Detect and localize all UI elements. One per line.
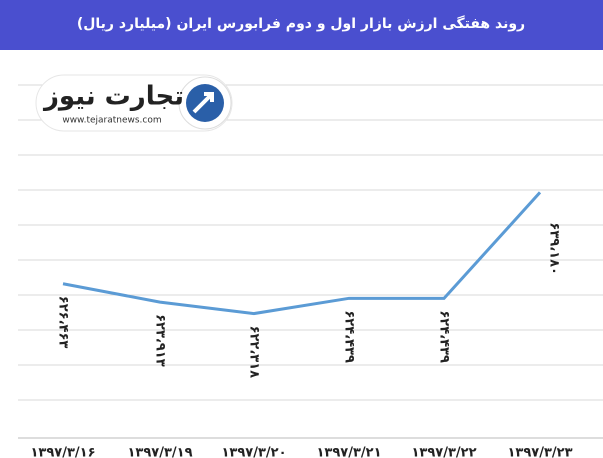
- data-label: ۶۳۹،۱۸۰: [547, 222, 562, 275]
- grid: [18, 84, 603, 439]
- line: [62, 191, 542, 316]
- header-band: [0, 0, 603, 50]
- x-tick-label: ۱۳۹۷/۳/۲۳: [507, 446, 572, 458]
- chart-title: روند هفتگی ارزش بازار اول و دوم فرابورس …: [77, 15, 525, 32]
- data-label: ۶۲۶،۴۶۳: [56, 296, 71, 349]
- logo-url: www.tejaratnews.com: [62, 116, 161, 126]
- x-tick-label: ۱۳۹۷/۳/۲۲: [411, 446, 476, 458]
- x-tick-label: ۱۳۹۷/۳/۲۰: [221, 446, 286, 458]
- x-tick-label: ۱۳۹۷/۳/۱۹: [127, 446, 192, 458]
- data-label: ۶۲۲،۳۱۸: [247, 326, 262, 379]
- x-tick-label: ۱۳۹۷/۳/۱۶: [30, 446, 95, 458]
- logo: تجارت نیوز www.tejaratnews.com: [35, 74, 233, 132]
- data-label: ۶۲۴،۴۳۹: [437, 310, 452, 363]
- logo-name: تجارت نیوز: [42, 82, 184, 112]
- data-label: ۶۲۳،۹۱۳: [153, 314, 168, 367]
- x-tick-label: ۱۳۹۷/۳/۲۱: [316, 446, 381, 458]
- data-label: ۶۲۴،۴۳۹: [342, 310, 357, 363]
